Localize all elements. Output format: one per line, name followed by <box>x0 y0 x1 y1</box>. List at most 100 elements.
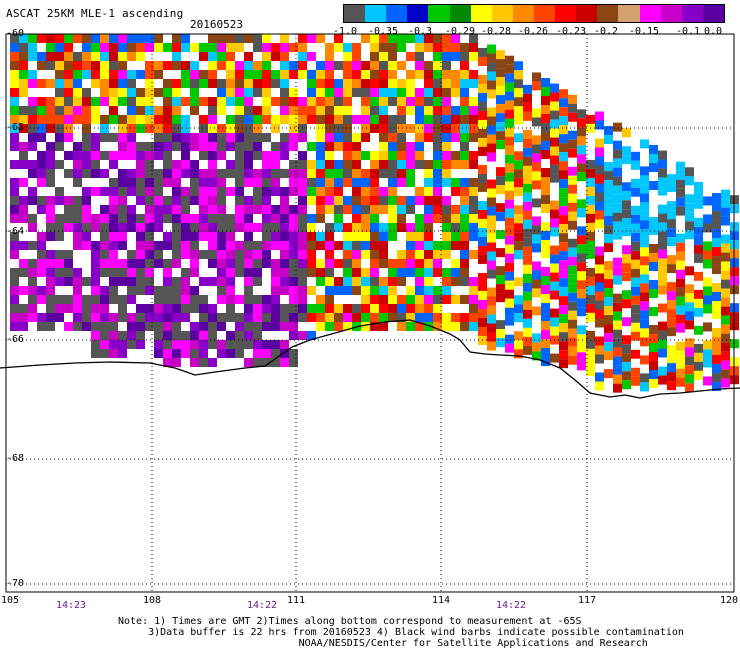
swath-cell <box>136 214 145 223</box>
swath-cell <box>181 232 190 241</box>
swath-cell <box>667 174 676 184</box>
swath-cell <box>352 295 361 304</box>
swath-cell <box>226 133 235 142</box>
swath-cell <box>64 160 73 169</box>
swath-cell <box>541 222 550 232</box>
swath-cell <box>73 79 82 88</box>
swath-cell <box>505 235 514 245</box>
swath-cell <box>154 178 163 187</box>
swath-cell <box>316 106 325 115</box>
swath-cell <box>10 259 19 268</box>
swath-cell <box>172 133 181 142</box>
swath-cell <box>316 52 325 61</box>
swath-cell <box>136 169 145 178</box>
swath-cell <box>73 151 82 160</box>
swath-cell <box>316 322 325 331</box>
swath-cell <box>280 214 289 223</box>
swath-cell <box>514 277 523 287</box>
swath-cell <box>676 323 685 333</box>
swath-cell <box>82 313 91 322</box>
swath-cell <box>118 151 127 160</box>
swath-cell <box>433 88 442 97</box>
swath-cell <box>559 143 568 153</box>
swath-cell <box>550 173 559 183</box>
swath-cell <box>352 133 361 142</box>
swath-cell <box>37 88 46 97</box>
swath-cell <box>433 259 442 268</box>
swath-cell <box>37 241 46 250</box>
swath-cell <box>244 358 253 367</box>
swath-cell <box>676 341 685 351</box>
swath-cell <box>136 259 145 268</box>
swath-cell <box>451 124 460 133</box>
swath-cell <box>298 70 307 79</box>
swath-cell <box>352 214 361 223</box>
swath-cell <box>487 71 496 81</box>
swath-cell <box>73 268 82 277</box>
swath-cell <box>163 34 172 43</box>
swath-cell <box>334 34 343 43</box>
swath-cell <box>361 196 370 205</box>
swath-cell <box>226 70 235 79</box>
swath-cell <box>298 52 307 61</box>
swath-cell <box>703 259 712 269</box>
swath-cell <box>217 133 226 142</box>
swath-cell <box>478 119 487 129</box>
swath-cell <box>478 254 487 264</box>
swath-cell <box>280 70 289 79</box>
swath-cell <box>118 232 127 241</box>
swath-cell <box>217 277 226 286</box>
swath-cell <box>55 196 64 205</box>
swath-cell <box>118 340 127 349</box>
swath-cell <box>199 61 208 70</box>
swath-cell <box>460 133 469 142</box>
swath-cell <box>289 277 298 286</box>
swath-cell <box>136 331 145 340</box>
swath-cell <box>406 223 415 232</box>
swath-cell <box>280 169 289 178</box>
swath-cell <box>109 313 118 322</box>
swath-cell <box>559 134 568 144</box>
swath-cell <box>379 232 388 241</box>
swath-cell <box>118 142 127 151</box>
swath-cell <box>280 349 289 358</box>
swath-cell <box>91 187 100 196</box>
swath-cell <box>379 286 388 295</box>
swath-cell <box>37 160 46 169</box>
swath-cell <box>118 34 127 43</box>
swath-cell <box>46 232 55 241</box>
swath-cell <box>217 250 226 259</box>
swath-cell <box>478 218 487 228</box>
swath-cell <box>109 268 118 277</box>
swath-cell <box>46 277 55 286</box>
swath-cell <box>118 43 127 52</box>
swath-cell <box>496 86 505 96</box>
colorbar-label: 0.0 <box>703 26 723 37</box>
swath-cell <box>604 135 613 145</box>
swath-cell <box>352 277 361 286</box>
swath-cell <box>73 178 82 187</box>
swath-cell <box>568 148 577 158</box>
colorbar-segment <box>618 5 640 22</box>
swath-cell <box>253 79 262 88</box>
swath-cell <box>658 249 667 259</box>
swath-cell <box>235 115 244 124</box>
swath-cell <box>721 207 730 217</box>
swath-cell <box>613 122 622 132</box>
swath-cell <box>523 165 532 175</box>
swath-cell <box>469 151 478 160</box>
swath-cell <box>460 106 469 115</box>
swath-cell <box>721 333 730 343</box>
swath-cell <box>379 313 388 322</box>
swath-cell <box>460 196 469 205</box>
swath-cell <box>154 322 163 331</box>
swath-cell <box>64 268 73 277</box>
swath-cell <box>145 115 154 124</box>
swath-cell <box>523 183 532 193</box>
swath-cell <box>433 178 442 187</box>
swath-cell <box>316 214 325 223</box>
swath-cell <box>370 106 379 115</box>
swath-cell <box>658 258 667 268</box>
swath-cell <box>613 338 622 348</box>
swath-cell <box>343 277 352 286</box>
